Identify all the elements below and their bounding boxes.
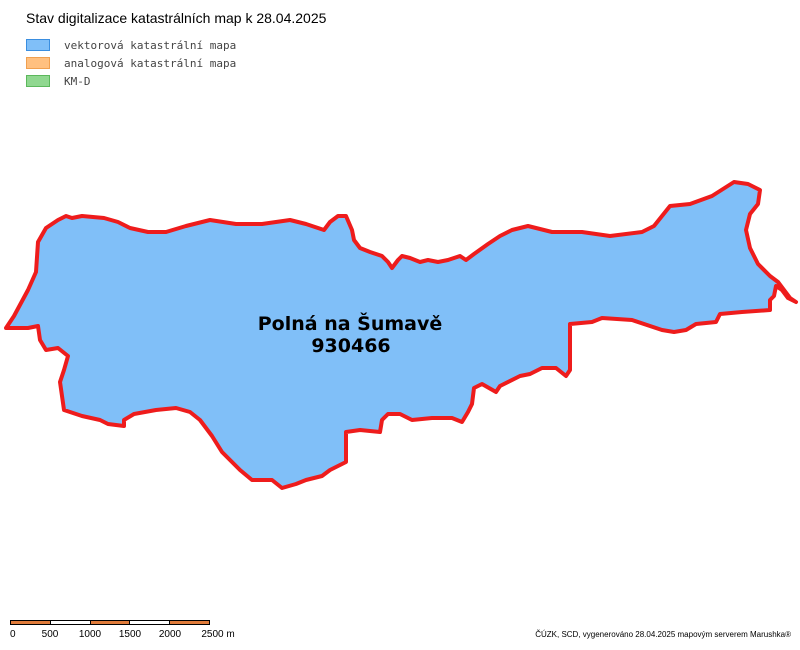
scale-segment <box>11 621 51 624</box>
legend-item-analog: analogová katastrální mapa <box>26 54 236 72</box>
map-title: Stav digitalizace katastrálních map k 28… <box>26 10 327 26</box>
scale-segment <box>170 621 209 624</box>
legend-label-kmd: KM-D <box>64 74 91 88</box>
scale-segment <box>130 621 171 624</box>
legend-item-kmd: KM-D <box>26 72 236 90</box>
scale-label: 1500 <box>118 629 142 640</box>
legend: vektorová katastrální mapa analogová kat… <box>26 36 236 90</box>
cadastral-area-polygon[interactable] <box>4 180 798 490</box>
scale-label: 500 <box>41 629 59 640</box>
scale-bar-segments <box>10 620 210 625</box>
scale-label: 2000 <box>158 629 182 640</box>
legend-label-analog: analogová katastrální mapa <box>64 56 237 70</box>
parcel-code-label: 930466 <box>311 335 390 357</box>
parcel-name-label: Polná na Šumavě <box>258 311 443 335</box>
scale-segment <box>90 621 131 624</box>
scale-segment <box>50 621 91 624</box>
scale-label: 2500 m <box>201 629 235 640</box>
legend-swatch-analog <box>26 57 50 69</box>
scale-bar-labels: 0 500 1000 1500 2000 2500 m <box>10 629 235 643</box>
legend-item-vector: vektorová katastrální mapa <box>26 36 236 54</box>
legend-label-vector: vektorová katastrální mapa <box>64 38 237 52</box>
credit-text: ČÚZK, SCD, vygenerováno 28.04.2025 mapov… <box>535 630 791 639</box>
scale-label: 1000 <box>78 629 102 640</box>
scale-bar: 0 500 1000 1500 2000 2500 m <box>10 620 235 643</box>
legend-swatch-vector <box>26 39 50 51</box>
scale-label: 0 <box>10 629 16 640</box>
legend-swatch-kmd <box>26 75 50 87</box>
